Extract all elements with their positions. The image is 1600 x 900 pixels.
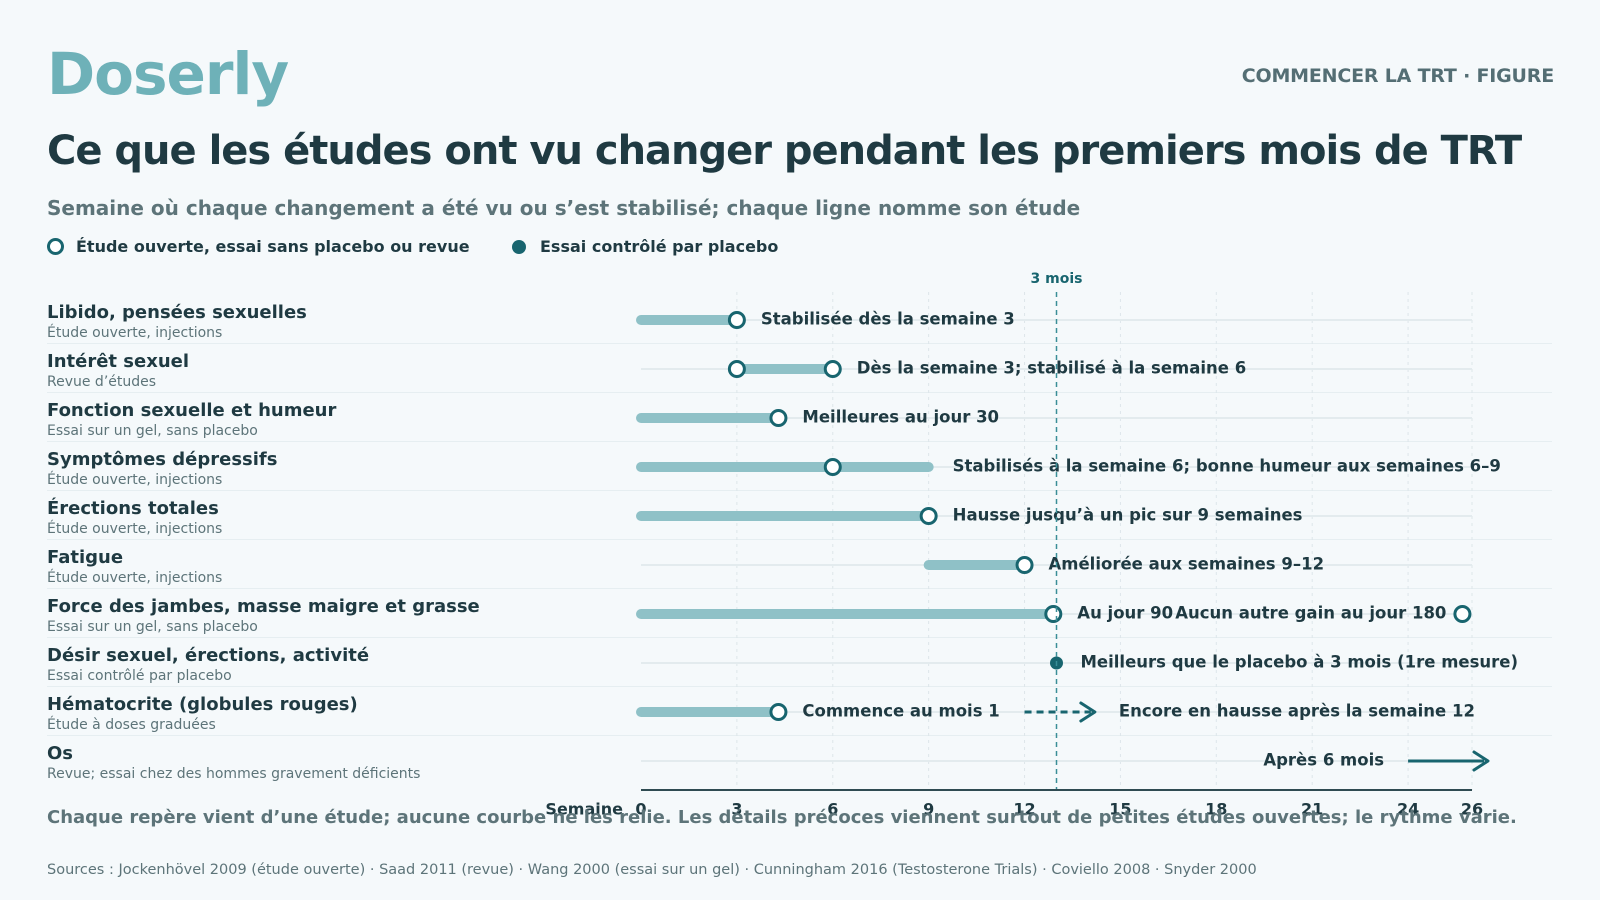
point-label: Meilleurs que le placebo à 3 mois (1re m… — [1081, 653, 1519, 672]
legend-label-open: Étude ouverte, essai sans placebo ou rev… — [76, 237, 470, 256]
row-study: Essai sur un gel, sans placebo — [47, 619, 258, 635]
row-study: Essai sur un gel, sans placebo — [47, 423, 258, 439]
row-separator — [47, 588, 1552, 589]
x-tick-label: 18 — [1205, 800, 1227, 819]
row-study: Étude ouverte, injections — [47, 521, 223, 537]
row-label: Hématocrite (globules rouges) Étude à dos… — [47, 694, 358, 734]
point-label: Hausse jusqu’à un pic sur 9 semaines — [953, 506, 1303, 525]
x-tick-label: 21 — [1301, 800, 1323, 819]
row-separator — [47, 735, 1552, 736]
row-label: Fatigue Étude ouverte, injections — [47, 547, 222, 587]
row-name: Désir sexuel, érections, activité — [47, 645, 370, 666]
open-marker — [769, 703, 788, 721]
brand-logo: Doserly — [47, 40, 289, 108]
open-marker — [1015, 556, 1034, 574]
row-name: Fatigue — [47, 547, 124, 568]
legend-item-open: Étude ouverte, essai sans placebo ou rev… — [47, 237, 470, 256]
row-name: Hématocrite (globules rouges) — [47, 694, 358, 715]
row-study: Étude ouverte, injections — [47, 325, 223, 341]
row-separator — [47, 343, 1552, 344]
point-label: Améliorée aux semaines 9–12 — [1049, 555, 1325, 574]
row-name: Os — [47, 743, 74, 764]
legend-item-filled: Essai contrôlé par placebo — [512, 237, 778, 256]
x-axis-label: Semaine — [545, 800, 623, 819]
x-tick-label: 15 — [1109, 800, 1131, 819]
point-label: Stabilisés à la semaine 6; bonne humeur … — [953, 457, 1501, 476]
point-label: Meilleures au jour 30 — [802, 408, 999, 427]
arrow-head-icon — [1472, 750, 1490, 772]
row-separator — [47, 637, 1552, 638]
open-marker — [823, 360, 842, 378]
row-label: Intérêt sexuel Revue d’études — [47, 351, 189, 391]
reference-line-label: 3 mois — [1031, 271, 1083, 287]
open-marker — [727, 311, 746, 329]
x-tick-label: 3 — [731, 800, 742, 819]
point-label: Aucun autre gain au jour 180 — [1175, 604, 1446, 623]
open-marker — [1453, 605, 1472, 623]
row-name: Fonction sexuelle et humeur — [47, 400, 337, 421]
sources: Sources : Jockenhövel 2009 (étude ouvert… — [47, 862, 1257, 878]
row-study: Étude à doses graduées — [47, 717, 216, 733]
x-tick-label: 6 — [827, 800, 838, 819]
x-tick-label: 0 — [635, 800, 646, 819]
row-name: Érections totales — [47, 498, 219, 519]
row-study: Revue; essai chez des hommes gravement d… — [47, 766, 421, 782]
row-study: Essai contrôlé par placebo — [47, 668, 232, 684]
open-circle-icon — [47, 238, 64, 255]
open-marker — [919, 507, 938, 525]
point-label: Après 6 mois — [1263, 751, 1384, 770]
row-separator — [47, 392, 1552, 393]
arrow-head-icon — [1079, 701, 1097, 723]
row-label: Fonction sexuelle et humeur Essai sur un … — [47, 400, 336, 440]
filled-circle-icon — [512, 239, 526, 254]
row-label: Os Revue; essai chez des hommes gravement… — [47, 743, 420, 783]
row-study: Étude ouverte, injections — [47, 472, 223, 488]
section-label: COMMENCER LA TRT · FIGURE — [1241, 65, 1554, 87]
row-study: Revue d’études — [47, 374, 157, 390]
row-separator — [47, 490, 1552, 491]
x-tick-label: 26 — [1461, 800, 1483, 819]
open-marker — [823, 458, 842, 476]
row-separator — [47, 441, 1552, 442]
row-name: Libido, pensées sexuelles — [47, 302, 307, 323]
row-label: Force des jambes, masse maigre et grasse… — [47, 596, 480, 636]
row-study: Étude ouverte, injections — [47, 570, 223, 586]
point-label: Encore en hausse après la semaine 12 — [1119, 702, 1475, 721]
point-label: Stabilisée dès la semaine 3 — [761, 310, 1015, 329]
x-tick-label: 12 — [1013, 800, 1035, 819]
row-label: Symptômes dépressifs Étude ouverte, injec… — [47, 449, 277, 489]
row-label: Libido, pensées sexuelles Étude ouverte, … — [47, 302, 307, 342]
row-name: Force des jambes, masse maigre et grasse — [47, 596, 480, 617]
row-name: Symptômes dépressifs — [47, 449, 278, 470]
open-marker — [1044, 605, 1063, 623]
point-label: Commence au mois 1 — [802, 702, 999, 721]
row-label: Érections totales Étude ouverte, injectio… — [47, 498, 222, 538]
footnote: Chaque repère vient d’une étude; aucune … — [47, 807, 1517, 828]
open-marker — [769, 409, 788, 427]
chart-title: Ce que les études ont vu changer pendant… — [47, 128, 1522, 174]
chart-subtitle: Semaine où chaque changement a été vu ou… — [47, 196, 1081, 220]
point-label: Dès la semaine 3; stabilisé à la semaine… — [857, 359, 1246, 378]
x-tick-label: 9 — [923, 800, 934, 819]
x-tick-label: 24 — [1397, 800, 1419, 819]
row-label: Désir sexuel, érections, activité Essai c… — [47, 645, 369, 685]
point-label: Au jour 90 — [1077, 604, 1173, 623]
row-separator — [47, 539, 1552, 540]
open-marker — [727, 360, 746, 378]
row-name: Intérêt sexuel — [47, 351, 190, 372]
row-separator — [47, 686, 1552, 687]
legend-label-filled: Essai contrôlé par placebo — [540, 237, 779, 256]
